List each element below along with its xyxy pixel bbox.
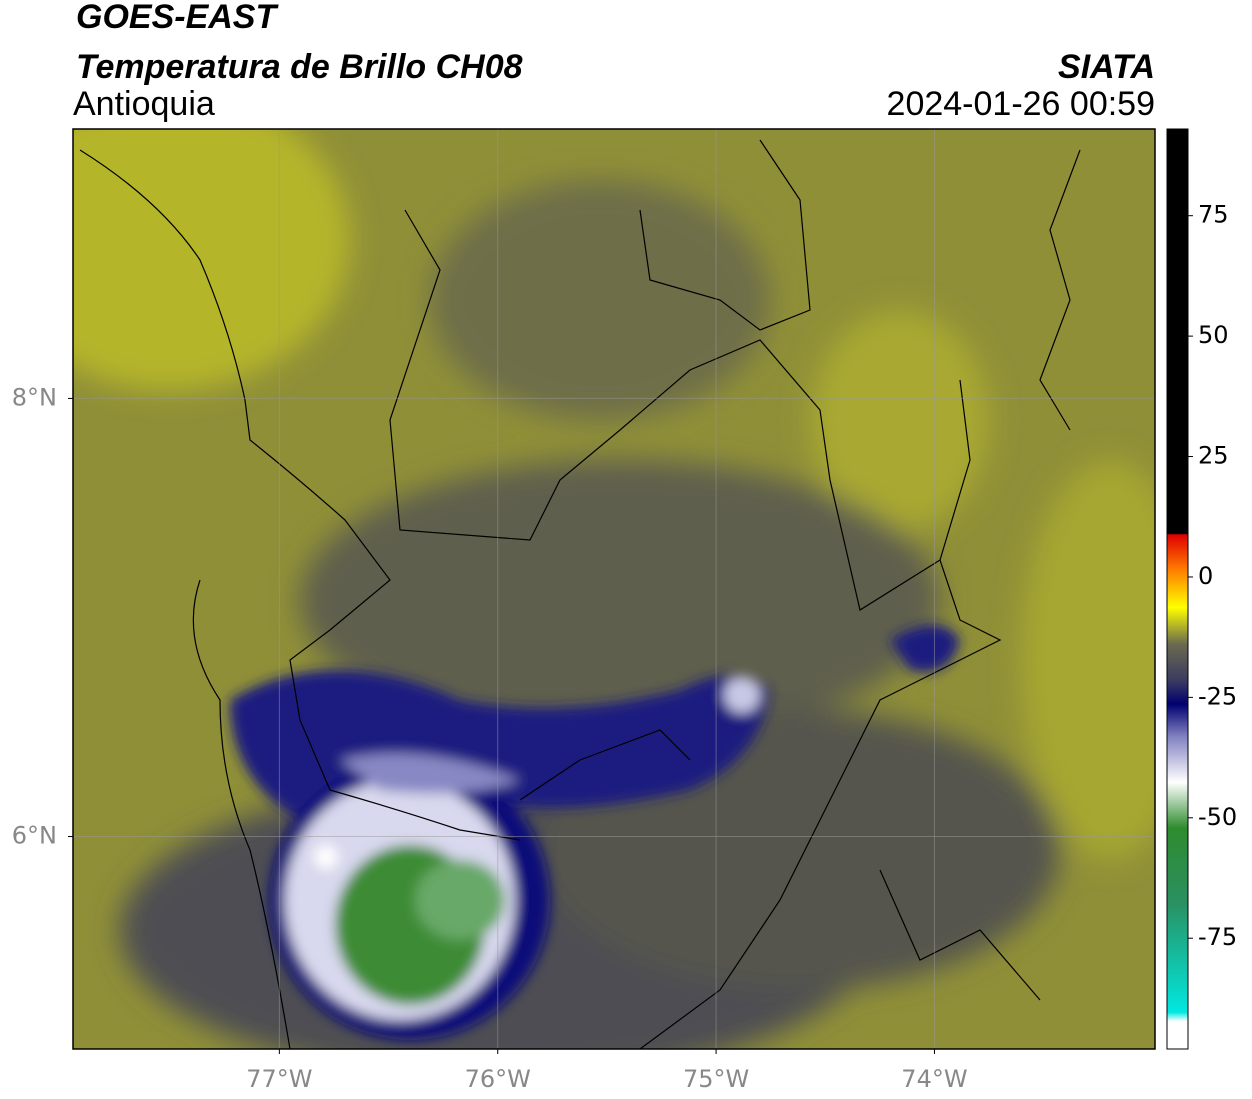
x-tick-label: 76°W bbox=[465, 1065, 531, 1093]
x-tick-label: 74°W bbox=[901, 1065, 967, 1093]
product: Temperatura de Brillo CH08 bbox=[76, 48, 523, 86]
source: SIATA bbox=[1058, 48, 1155, 86]
imagery bbox=[73, 129, 1155, 1049]
x-tick-label: 77°W bbox=[246, 1065, 312, 1093]
grid bbox=[73, 129, 1155, 1049]
colorbar-label: 50 bbox=[1198, 321, 1229, 349]
y-tick-label: 8°N bbox=[12, 383, 57, 411]
y-tick-label: 6°N bbox=[12, 822, 57, 850]
colorbar-label: -25 bbox=[1198, 682, 1237, 710]
map-frame bbox=[72, 128, 1156, 1050]
region: Antioquia bbox=[73, 85, 215, 123]
satellite: GOES-EAST bbox=[76, 0, 279, 36]
x-tick-label: 75°W bbox=[683, 1065, 749, 1093]
colorbar-label: 0 bbox=[1198, 562, 1213, 590]
colorbar-label: 25 bbox=[1198, 442, 1229, 470]
colorbar-label: -50 bbox=[1198, 803, 1237, 831]
colorbar-label: 75 bbox=[1198, 201, 1229, 229]
datetime: 2024-01-26 00:59 bbox=[887, 85, 1155, 123]
colorbar bbox=[1166, 128, 1189, 1050]
colorbar-label: -75 bbox=[1198, 923, 1237, 951]
